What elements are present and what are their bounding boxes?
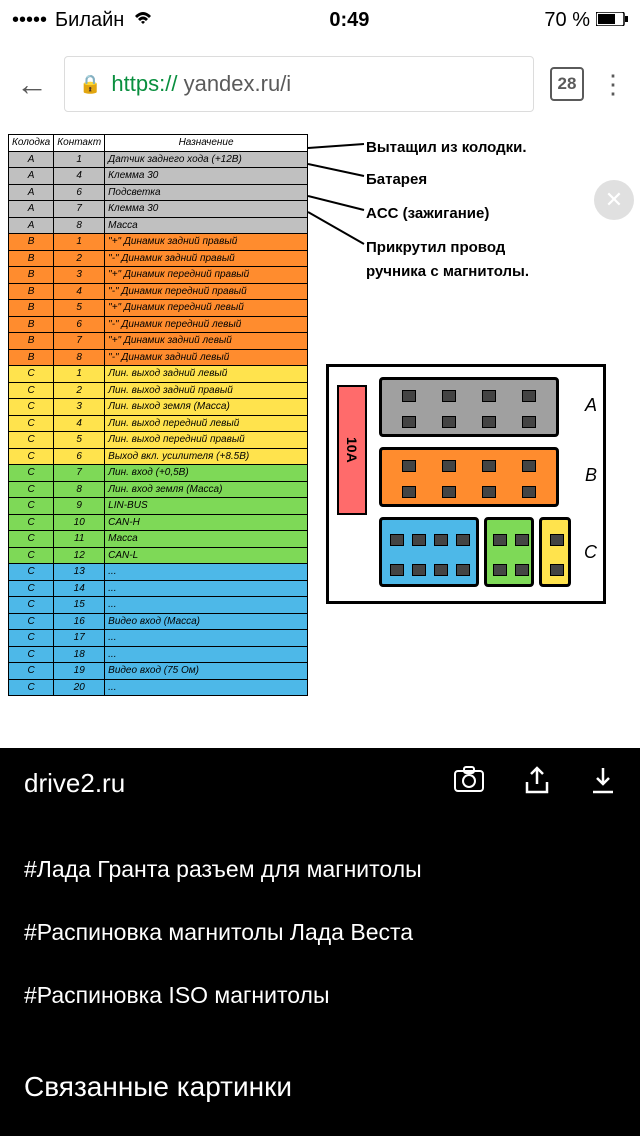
table-row: C19Видео вход (75 Ом) xyxy=(9,663,308,680)
suggestion-link[interactable]: #Распиновка магнитолы Лада Веста xyxy=(24,901,616,964)
connector-c-green xyxy=(484,517,534,587)
tab-count-button[interactable]: 28 xyxy=(550,67,584,101)
table-header: Контакт xyxy=(54,135,105,152)
table-row: B8"-" Динамик задний левый xyxy=(9,349,308,366)
table-row: B6"-" Динамик передний левый xyxy=(9,316,308,333)
table-row: B3"+" Динамик передний правый xyxy=(9,267,308,284)
related-searches: #Лада Гранта разъем для магнитолы#Распин… xyxy=(0,818,640,1047)
annotation-text: Батарея xyxy=(366,170,427,190)
connector-diagram: 10A A B C xyxy=(326,364,606,604)
table-header: Колодка xyxy=(9,135,54,152)
annotation-text: ACC (зажигание) xyxy=(366,204,489,224)
table-row: C12CAN-L xyxy=(9,547,308,564)
table-header: Назначение xyxy=(105,135,308,152)
connector-c-blue xyxy=(379,517,479,587)
image-toolbar: drive2.ru xyxy=(0,748,640,818)
browser-toolbar: ← 🔒 https:// yandex.ru/i 28 ⋮ xyxy=(0,40,640,128)
table-row: C11Масса xyxy=(9,531,308,548)
carrier-label: Билайн xyxy=(55,9,124,32)
clock: 0:49 xyxy=(329,9,369,32)
suggestion-link[interactable]: #Распиновка ISO магнитолы xyxy=(24,964,616,1027)
table-row: B4"-" Динамик передний правый xyxy=(9,283,308,300)
annotation-text: Прикрутил провод xyxy=(366,238,505,258)
connector-c-yellow xyxy=(539,517,571,587)
suggestion-link[interactable]: #Лада Гранта разъем для магнитолы xyxy=(24,838,616,901)
table-row: C1Лин. выход задний левый xyxy=(9,366,308,383)
conn-b-label: B xyxy=(585,465,597,486)
status-bar: ••••• Билайн 0:49 70 % xyxy=(0,0,640,40)
annotation-text: Вытащил из колодки. xyxy=(366,138,527,158)
battery-pct: 70 % xyxy=(544,9,590,32)
share-icon[interactable] xyxy=(524,766,550,801)
table-row: C5Лин. выход передний правый xyxy=(9,432,308,449)
table-row: C20... xyxy=(9,679,308,696)
close-button[interactable]: ✕ xyxy=(594,180,634,220)
table-row: C16Видео вход (Масса) xyxy=(9,613,308,630)
table-row: C6Выход вкл. усилителя (+8.5В) xyxy=(9,448,308,465)
table-row: B7"+" Динамик задний левый xyxy=(9,333,308,350)
page-content: КолодкаКонтактНазначение A1Датчик заднег… xyxy=(0,128,640,748)
download-icon[interactable] xyxy=(590,766,616,801)
table-row: B2"-" Динамик задний правый xyxy=(9,250,308,267)
menu-button[interactable]: ⋮ xyxy=(600,69,624,100)
table-row: A6Подсветка xyxy=(9,184,308,201)
conn-c-label: C xyxy=(584,542,597,563)
table-row: C14... xyxy=(9,580,308,597)
table-row: C10CAN-H xyxy=(9,514,308,531)
source-site[interactable]: drive2.ru xyxy=(24,768,125,799)
table-row: C3Лин. выход земля (Масса) xyxy=(9,399,308,416)
table-row: C2Лин. выход задний правый xyxy=(9,382,308,399)
table-row: C8Лин. вход земля (Масса) xyxy=(9,481,308,498)
table-row: C15... xyxy=(9,597,308,614)
table-row: B1"+" Динамик задний правый xyxy=(9,234,308,251)
url-scheme: https:// xyxy=(111,71,177,96)
back-button[interactable]: ← xyxy=(16,66,48,103)
fuse-block: 10A xyxy=(337,385,367,515)
table-row: A4Клемма 30 xyxy=(9,168,308,185)
table-row: A8Масса xyxy=(9,217,308,234)
table-row: A1Датчик заднего хода (+12В) xyxy=(9,151,308,168)
table-row: A7Клемма 30 xyxy=(9,201,308,218)
url-bar[interactable]: 🔒 https:// yandex.ru/i xyxy=(64,56,534,112)
signal-icon: ••••• xyxy=(12,9,47,32)
related-images-heading: Связанные картинки xyxy=(0,1047,640,1127)
search-image-icon[interactable] xyxy=(454,766,484,801)
table-row: C13... xyxy=(9,564,308,581)
table-row: C4Лин. выход передний левый xyxy=(9,415,308,432)
lock-icon: 🔒 xyxy=(79,74,101,95)
battery-icon xyxy=(596,9,628,32)
annotation-text: ручника с магнитолы. xyxy=(366,262,529,282)
table-row: C17... xyxy=(9,630,308,647)
conn-a-label: A xyxy=(585,395,597,416)
table-row: C9LIN-BUS xyxy=(9,498,308,515)
connector-b xyxy=(379,447,559,507)
connector-a xyxy=(379,377,559,437)
wifi-icon xyxy=(132,9,154,32)
table-row: C18... xyxy=(9,646,308,663)
pinout-table: КолодкаКонтактНазначение A1Датчик заднег… xyxy=(8,134,308,696)
table-row: C7Лин. вход (+0,5В) xyxy=(9,465,308,482)
url-host: yandex.ru/i xyxy=(177,71,291,96)
pinout-table-wrap: КолодкаКонтактНазначение A1Датчик заднег… xyxy=(8,134,308,742)
table-row: B5"+" Динамик передний левый xyxy=(9,300,308,317)
